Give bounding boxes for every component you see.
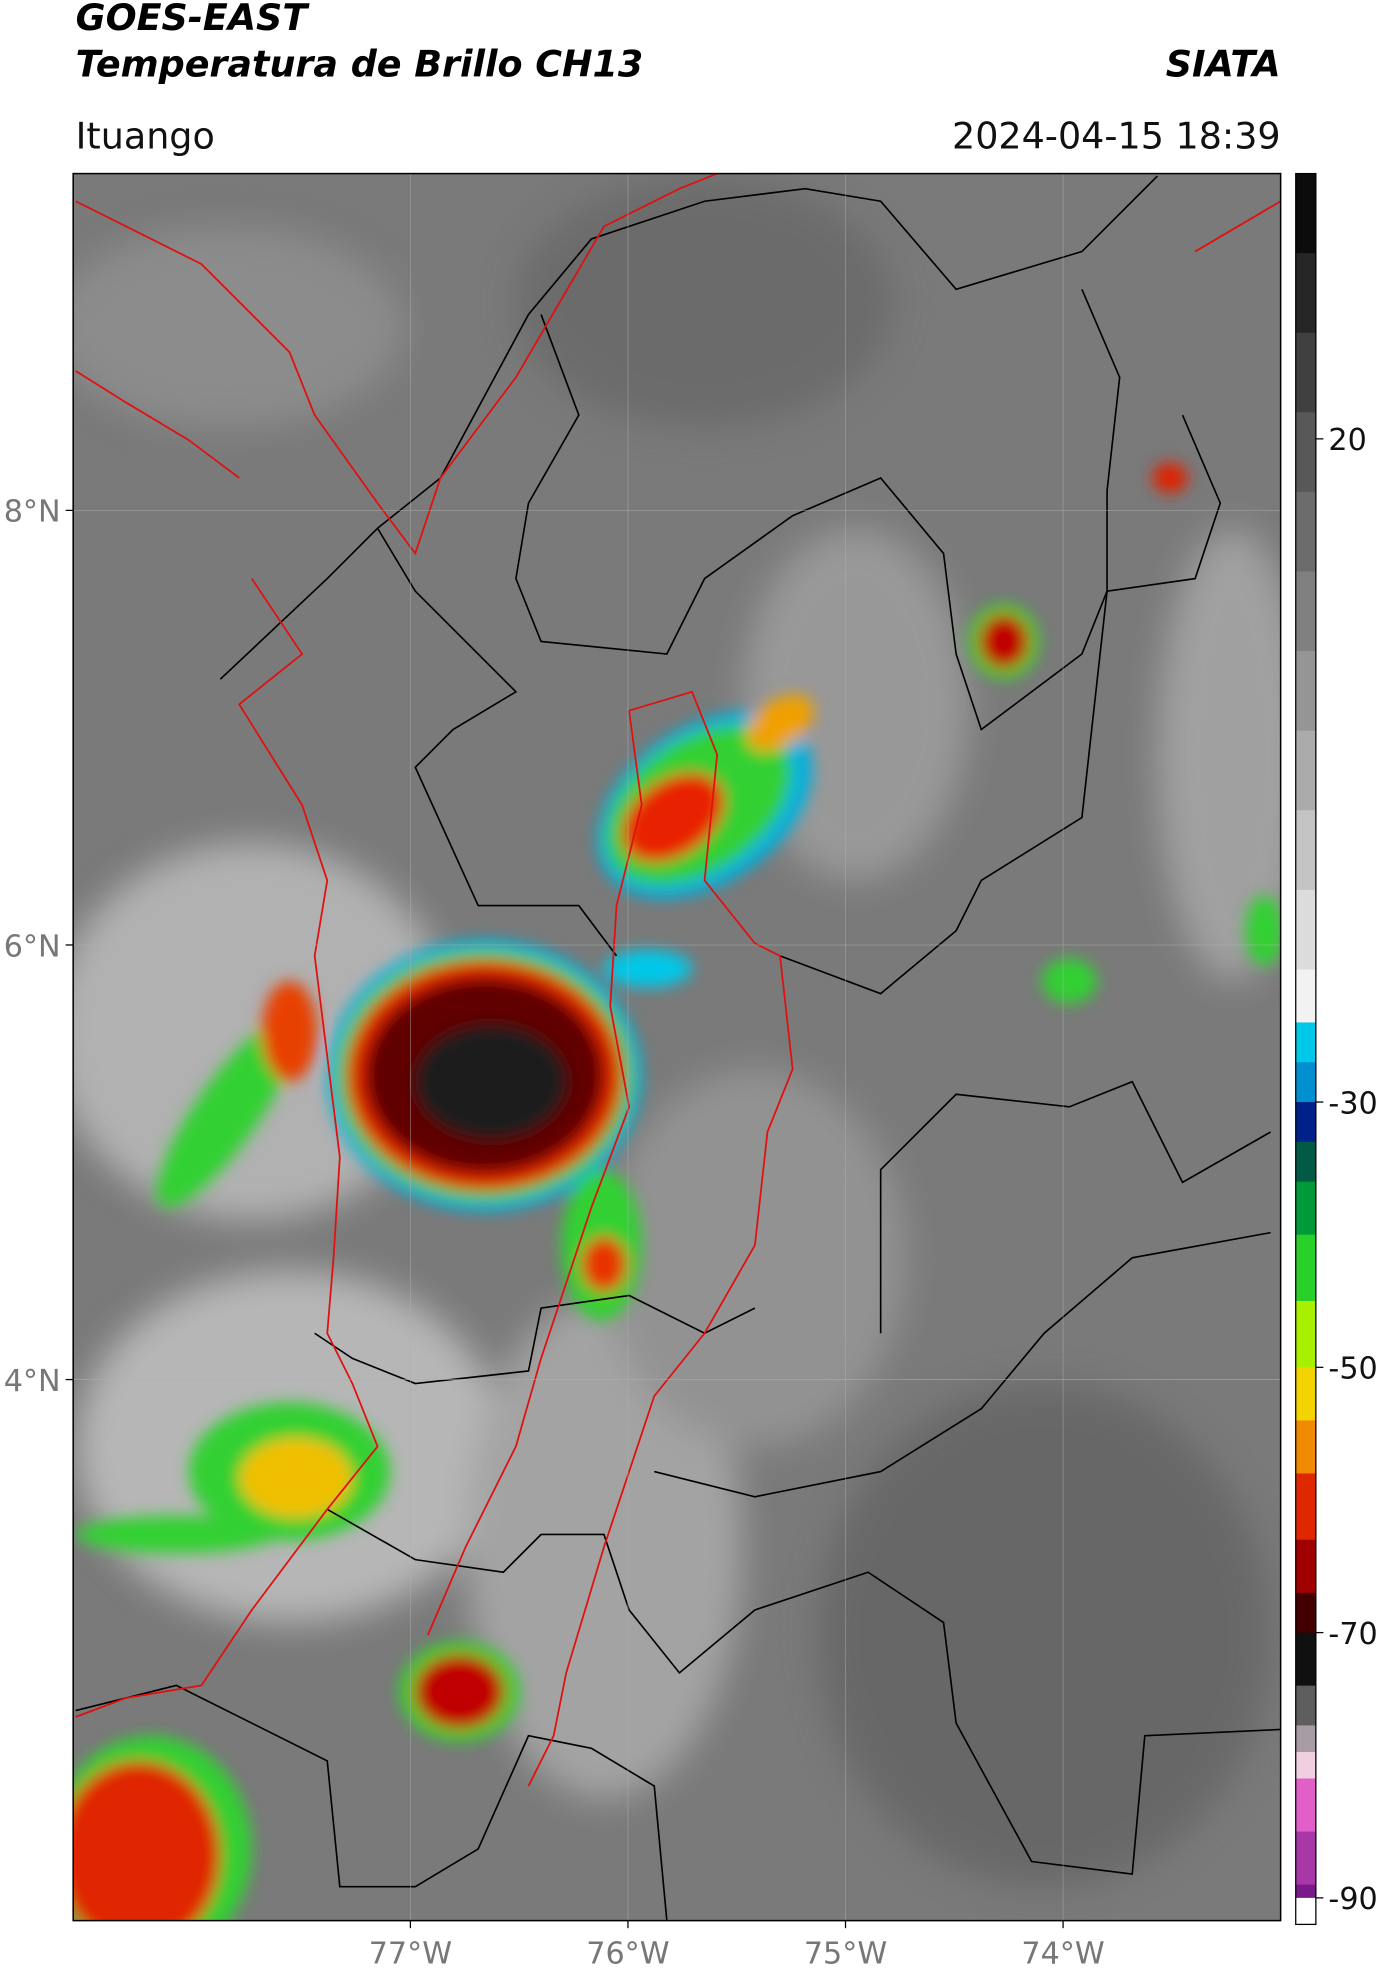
colorbar-band	[1295, 1420, 1316, 1475]
colorbar-band	[1295, 1234, 1316, 1302]
colorbar-band	[1295, 412, 1316, 493]
colorbar-band	[1295, 1473, 1316, 1541]
colorbar-band	[1295, 1831, 1316, 1886]
grid	[73, 173, 1281, 1921]
colorbar-band	[1295, 1141, 1316, 1183]
datetime: 2024-04-15 18:39	[952, 114, 1281, 157]
colorbar-band	[1295, 1300, 1316, 1368]
colorbar-band	[1295, 1751, 1316, 1780]
colorbar-band	[1295, 810, 1316, 891]
x-tick-label: 76°W	[586, 1936, 669, 1971]
colorbar-band	[1295, 1102, 1316, 1143]
colorbar-tick-label: -30	[1328, 1086, 1377, 1121]
colorbar-tick-label: -50	[1328, 1352, 1377, 1387]
location: Ituango	[76, 114, 215, 157]
colorbar-band	[1295, 730, 1316, 811]
y-tick-label: 6°N	[4, 929, 61, 964]
colorbar-band	[1295, 1181, 1316, 1236]
colorbar-tick-label: -70	[1328, 1617, 1377, 1652]
colorbar-band	[1295, 969, 1316, 1024]
colorbar-band	[1295, 1062, 1316, 1103]
colorbar-band	[1295, 571, 1316, 652]
colorbar-band	[1295, 491, 1316, 573]
colorbar-tick-label: 20	[1328, 423, 1366, 458]
x-tick-label: 77°W	[369, 1936, 452, 1971]
colorbar-tick-label: -90	[1328, 1882, 1377, 1917]
satellite-image	[73, 173, 1281, 1921]
colorbar-band	[1295, 889, 1316, 971]
x-tick-label: 75°W	[804, 1936, 887, 1971]
colorbar-band	[1295, 1897, 1316, 1926]
colorbar	[1295, 173, 1316, 1926]
colorbar-band	[1295, 1725, 1316, 1753]
colorbar-band	[1295, 1884, 1316, 1899]
colorbar-band	[1295, 651, 1316, 732]
colorbar-band	[1295, 332, 1316, 413]
y-tick-label: 8°N	[4, 495, 61, 530]
source: SIATA	[1166, 43, 1281, 86]
x-tick-label: 74°W	[1021, 1936, 1104, 1971]
colorbar-band	[1295, 1685, 1316, 1727]
colorbar-band	[1295, 1022, 1316, 1063]
colorbar-band	[1295, 1632, 1316, 1687]
colorbar-band	[1295, 253, 1316, 334]
y-tick-label: 4°N	[4, 1364, 61, 1399]
subtitle: Temperatura de Brillo CH13	[76, 43, 644, 86]
colorbar-band	[1295, 1592, 1316, 1634]
colorbar-band	[1295, 173, 1316, 254]
colorbar-band	[1295, 1367, 1316, 1422]
colorbar-frame	[1295, 172, 1317, 1926]
colorbar-band	[1295, 1539, 1316, 1594]
title: GOES-EAST	[76, 0, 311, 39]
map-frame	[72, 172, 1282, 1922]
colorbar-band	[1295, 1778, 1316, 1833]
